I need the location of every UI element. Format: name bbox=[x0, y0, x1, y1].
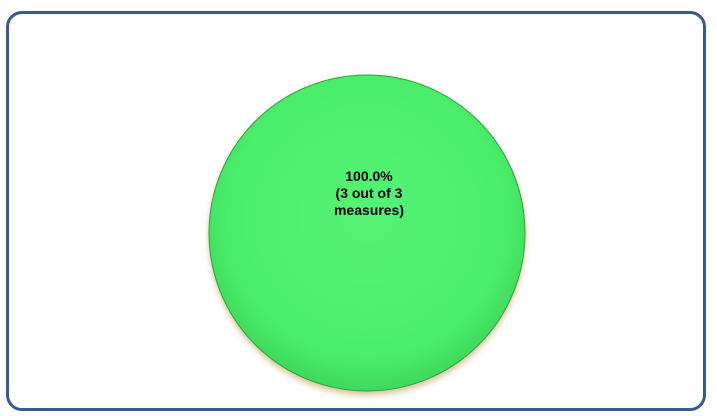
pie-slice-label-line: 100.0% bbox=[345, 168, 393, 184]
pie-slices bbox=[208, 74, 526, 392]
pie-slice-label-line: (3 out of 3 bbox=[336, 185, 403, 201]
pie-slice-label-0: 100.0% (3 out of 3 measures) bbox=[334, 168, 404, 218]
pie-slice-0 bbox=[208, 74, 526, 392]
pie-slice-label-line: measures) bbox=[334, 202, 404, 218]
pie-labels: 100.0% (3 out of 3 measures) bbox=[334, 168, 404, 218]
